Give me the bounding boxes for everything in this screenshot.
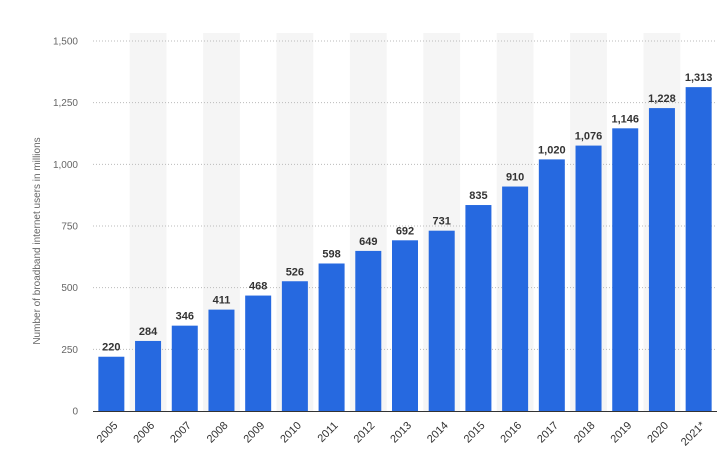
y-tick-label: 1,250: [53, 98, 78, 109]
data-label: 1,146: [611, 113, 639, 125]
x-tick-label: 2017: [535, 420, 561, 446]
bar: [428, 230, 455, 411]
x-tick-label: 2011: [315, 420, 340, 445]
y-tick-label: 500: [61, 283, 78, 294]
bar: [135, 340, 162, 411]
data-label: 598: [322, 248, 340, 260]
data-label: 692: [396, 225, 414, 237]
y-tick-label: 250: [61, 345, 78, 356]
x-axis-ticks: 2005 2006 2007 2008 2009 2010 2011 2012 2013 2014…: [95, 419, 709, 448]
bar: [281, 281, 308, 411]
x-tick-label: 2015: [462, 420, 488, 446]
y-axis-ticks: 0 250 500 750 1,000 1,250 1,500: [53, 37, 78, 418]
data-label: 468: [249, 281, 267, 293]
y-tick-label: 1,500: [53, 37, 78, 48]
y-tick-label: 0: [72, 407, 78, 418]
data-label: 649: [359, 236, 377, 248]
bar: [465, 205, 492, 411]
x-tick-label: 2005: [95, 420, 121, 446]
y-tick-label: 750: [61, 222, 78, 233]
bar: [355, 250, 382, 411]
data-label: 346: [176, 311, 194, 323]
x-tick-label: 2019: [609, 420, 635, 446]
bar: [502, 186, 529, 411]
data-label: 731: [433, 216, 451, 228]
x-tick-label: 2013: [388, 420, 414, 446]
data-label: 526: [286, 266, 304, 278]
data-label: 220: [102, 342, 120, 354]
bar: [575, 145, 602, 411]
x-tick-label: 2020: [645, 420, 671, 446]
bar: [612, 128, 639, 411]
x-tick-label: 2016: [498, 420, 524, 446]
bar: [171, 325, 198, 411]
data-label: 284: [139, 326, 158, 338]
x-tick-label: 2008: [205, 420, 231, 446]
x-tick-label: 2006: [131, 420, 157, 446]
bar: [392, 240, 418, 411]
bar: [648, 108, 675, 412]
x-tick-label: 2009: [241, 420, 267, 446]
data-labels: 220 284 346 411 468 526 598 649 692 731 835 910 1,02…: [102, 72, 712, 354]
bar: [685, 87, 712, 412]
data-label: 910: [506, 172, 524, 184]
y-tick-label: 1,000: [53, 160, 78, 171]
data-label: 411: [213, 295, 231, 307]
data-label: 835: [469, 190, 487, 202]
x-tick-label: 2012: [352, 420, 378, 446]
x-tick-label: 2010: [278, 420, 304, 446]
data-label: 1,076: [575, 131, 603, 143]
x-tick-label: 2007: [168, 420, 194, 446]
bar: [318, 263, 345, 411]
x-tick-label: 2021*: [679, 419, 708, 448]
data-label: 1,020: [538, 144, 566, 156]
x-tick-label: 2018: [572, 420, 598, 446]
data-label: 1,228: [648, 93, 676, 105]
bar: [538, 159, 565, 411]
bar: [245, 295, 272, 411]
data-label: 1,313: [685, 72, 713, 84]
bar: [98, 356, 125, 411]
x-tick-label: 2014: [425, 420, 451, 446]
bar-series: [98, 87, 712, 412]
y-axis-title: Number of broadband internet users in mi…: [32, 137, 43, 344]
bar: [208, 309, 235, 411]
